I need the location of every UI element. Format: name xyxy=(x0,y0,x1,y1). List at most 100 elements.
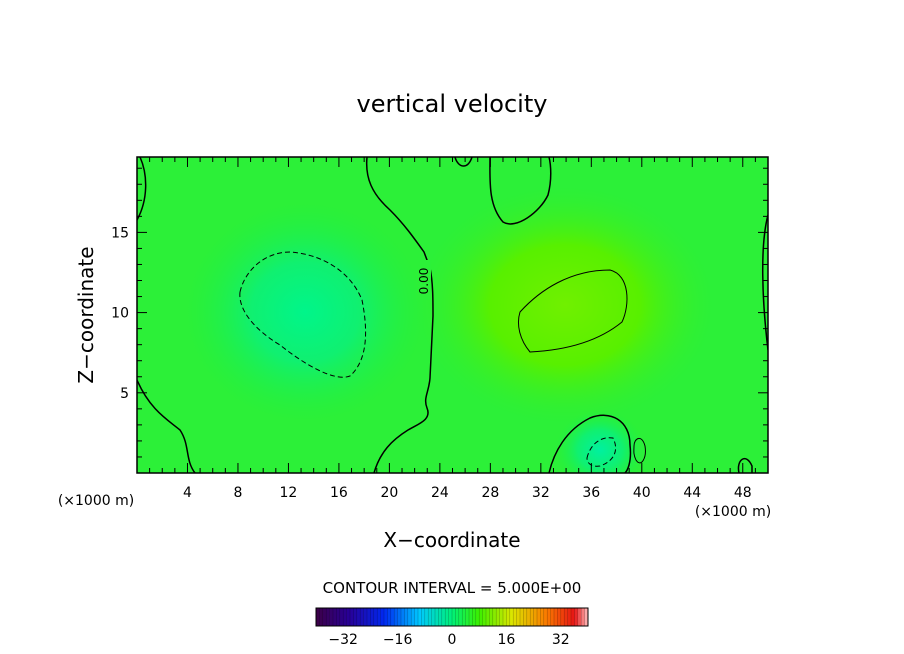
colorbar-cell xyxy=(533,608,538,626)
x-tick-label: 4 xyxy=(183,485,192,501)
colorbar-cell xyxy=(499,608,504,626)
zero-contour-bottom-center xyxy=(548,414,632,473)
colorbar-cell xyxy=(353,608,358,626)
colorbar-cell xyxy=(356,608,361,626)
contour-label: 0.00 xyxy=(417,268,431,295)
x-tick-label: 40 xyxy=(633,485,651,501)
colorbar-cell xyxy=(560,608,565,626)
colorbar-cell xyxy=(465,608,470,626)
x-unit-right: (×1000 m) xyxy=(695,504,771,520)
colorbar-tick-label: −32 xyxy=(328,632,358,648)
heatmap-field: 0.00 xyxy=(137,157,768,473)
colorbar-cell xyxy=(329,608,334,626)
field-maximum-center xyxy=(415,185,715,425)
colorbar-cell xyxy=(384,608,388,626)
zero-contour-main xyxy=(365,157,434,473)
colorbar-tick-label: −16 xyxy=(383,632,413,648)
colorbar-cell xyxy=(435,608,439,626)
colorbar-cell xyxy=(496,608,500,626)
colorbar-tick-label: 16 xyxy=(497,632,515,648)
field-minimum-left xyxy=(185,202,425,422)
x-tick-label: 24 xyxy=(431,485,449,501)
colorbar-cell xyxy=(438,608,443,626)
colorbar-cell xyxy=(350,608,354,626)
x-tick-label: 28 xyxy=(481,485,499,501)
colorbar-frame xyxy=(315,607,589,627)
colorbar-cell xyxy=(377,608,381,626)
colorbar-cell xyxy=(452,608,456,626)
colorbar-cell xyxy=(543,608,548,626)
colorbar-cell xyxy=(584,608,589,626)
colorbar-cell xyxy=(339,608,344,626)
chart-title: vertical velocity xyxy=(357,90,548,118)
field-minimum-bottom xyxy=(555,410,645,473)
colorbar-cell xyxy=(472,608,477,626)
contour-label-gap xyxy=(416,260,431,300)
colorbar-cell xyxy=(418,608,422,626)
colorbar-cell xyxy=(530,608,534,626)
colorbar-cell xyxy=(380,608,385,626)
colorbar-cell xyxy=(492,608,497,626)
colorbar-cell xyxy=(506,608,511,626)
colorbar-cell xyxy=(567,608,572,626)
colorbar-cell xyxy=(441,608,446,626)
colorbar-cell xyxy=(397,608,402,626)
zero-contour-top-small xyxy=(454,157,473,167)
colorbar-cell xyxy=(316,608,320,626)
colorbar-cell xyxy=(503,608,507,626)
x-tick-label: 20 xyxy=(380,485,398,501)
axis-ticks xyxy=(137,157,768,473)
colorbar-cell xyxy=(564,608,568,626)
x-tick-label: 8 xyxy=(233,485,242,501)
colorbar-cell xyxy=(523,608,528,626)
colorbar-cell xyxy=(557,608,562,626)
colorbar-cell xyxy=(401,608,405,626)
y-axis-title: Z−coordinate xyxy=(74,246,98,383)
colorbar-cell xyxy=(574,608,579,626)
colorbar-cell xyxy=(462,608,466,626)
colorbar-cell xyxy=(387,608,392,626)
zero-contour-right-edge xyxy=(762,214,768,351)
negative-contour-bottom xyxy=(586,437,617,467)
colorbar-cell xyxy=(343,608,347,626)
colorbar-cell xyxy=(411,608,415,626)
colorbar-cell xyxy=(390,608,395,626)
y-tick-label: 10 xyxy=(111,306,129,322)
positive-contour-small xyxy=(633,438,646,464)
x-tick-label: 16 xyxy=(330,485,348,501)
colorbar-cell xyxy=(424,608,429,626)
colorbar-cell xyxy=(550,608,555,626)
colorbar-cell xyxy=(367,608,371,626)
colorbar-cell xyxy=(326,608,330,626)
colorbar-cell xyxy=(373,608,378,626)
zero-contour-bottom-right xyxy=(737,457,753,473)
x-tick-label: 48 xyxy=(734,485,752,501)
colorbar-cell xyxy=(360,608,364,626)
zero-contour-top-right xyxy=(489,157,552,225)
colorbar-cell xyxy=(537,608,541,626)
colorbar-cell xyxy=(540,608,545,626)
colorbar-cell xyxy=(322,608,327,626)
x-tick-label: 44 xyxy=(683,485,701,501)
colorbar-cell xyxy=(516,608,521,626)
negative-contour-left xyxy=(239,251,367,378)
colorbar-cell xyxy=(489,608,494,626)
colorbar-cell xyxy=(520,608,524,626)
colorbar-cell xyxy=(526,608,531,626)
colorbar-cell xyxy=(554,608,558,626)
colorbar-cell xyxy=(479,608,483,626)
positive-contour-center xyxy=(517,269,628,353)
colorbar-tick-label: 32 xyxy=(552,632,570,648)
colorbar-cell xyxy=(509,608,514,626)
colorbar-cell xyxy=(319,608,324,626)
colorbar-cell xyxy=(482,608,487,626)
colorbar-cell xyxy=(486,608,490,626)
colorbar-cell xyxy=(547,608,551,626)
colorbar-cell xyxy=(336,608,341,626)
colorbar-cell xyxy=(407,608,412,626)
x-tick-label: 12 xyxy=(280,485,298,501)
colorbar xyxy=(316,608,589,626)
colorbar-cell xyxy=(363,608,368,626)
colorbar-cell xyxy=(577,608,582,626)
